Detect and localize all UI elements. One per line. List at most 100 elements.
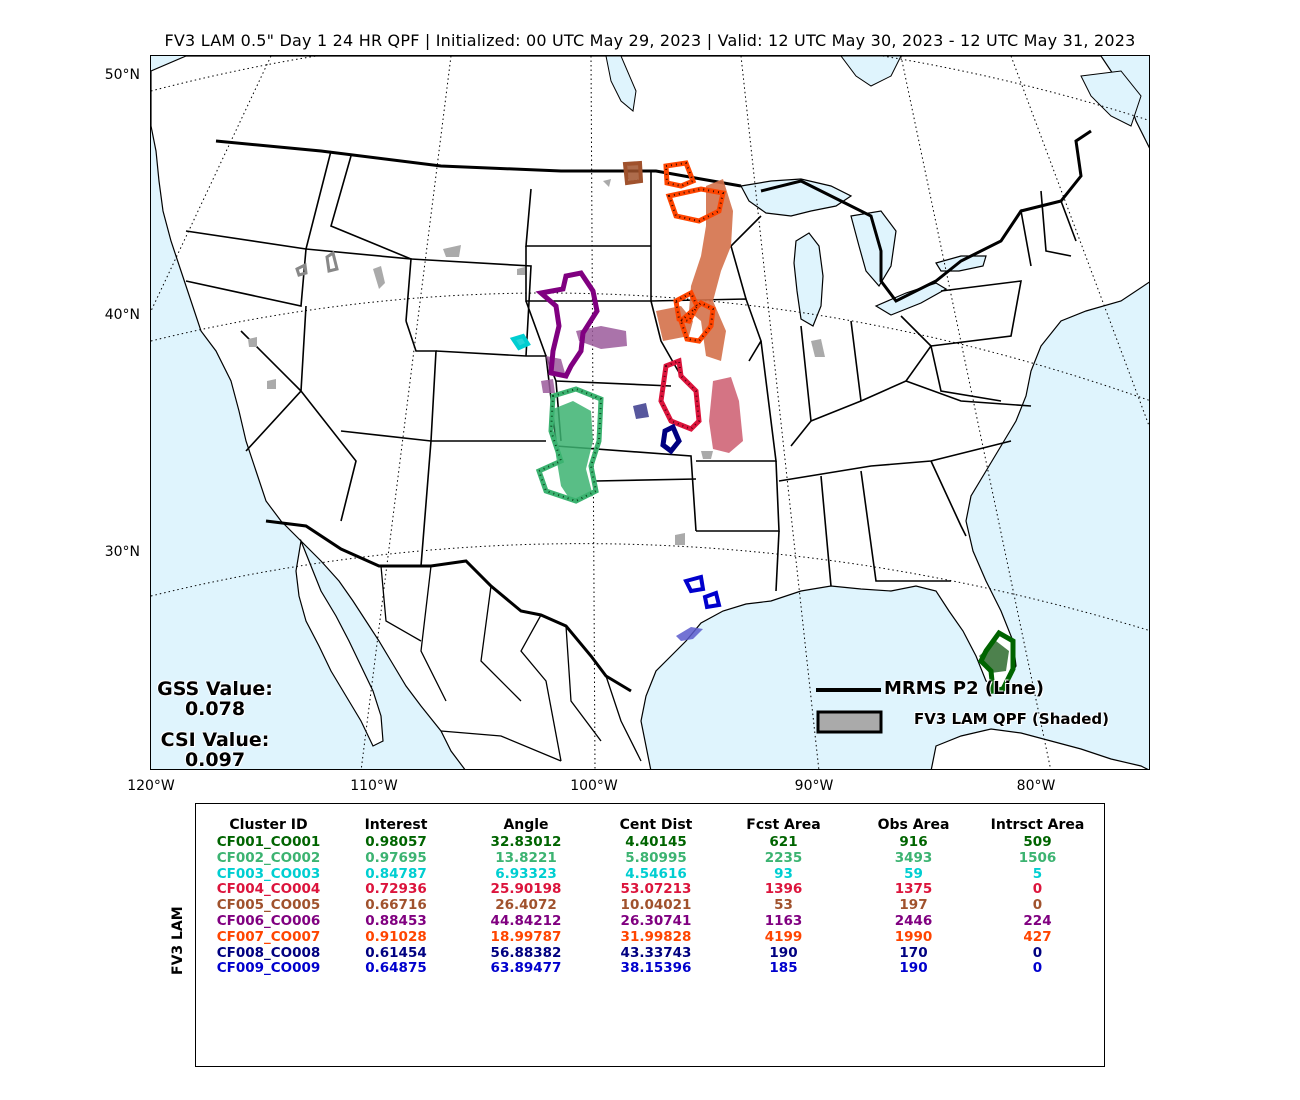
table-row: CF009_CO009 0.64875 63.89477 38.15396 185 190… bbox=[196, 961, 1104, 977]
hudson-bay-edge bbox=[840, 56, 902, 87]
cell-obs-area: 170 bbox=[899, 944, 928, 961]
cluster-cf008 bbox=[633, 403, 682, 455]
cell-angle: 25.90198 bbox=[490, 881, 562, 898]
lake-ontario bbox=[935, 255, 987, 272]
cell-interest: 0.64875 bbox=[365, 960, 427, 977]
legend-fcst-label: FV3 LAM QPF (Shaded) bbox=[914, 710, 1110, 728]
lat-label-40n: 40°N bbox=[104, 307, 140, 323]
cell-interest: 0.98057 bbox=[365, 834, 427, 850]
cell-intrsct-area: 5 bbox=[1032, 865, 1043, 882]
lake-erie bbox=[874, 282, 948, 316]
csi-label: CSI Value: bbox=[160, 729, 270, 751]
cell-fcst-area: 1163 bbox=[764, 912, 803, 929]
cluster-cf007 bbox=[656, 160, 733, 361]
legend-fcst-swatch-icon bbox=[816, 710, 883, 734]
cell-cluster-id: CF001_CO001 bbox=[216, 834, 321, 850]
map-panel bbox=[150, 55, 1150, 770]
gss-label: GSS Value: bbox=[157, 678, 273, 700]
cell-fcst-area: 1396 bbox=[764, 881, 803, 898]
table-row: CF008_CO008 0.61454 56.88382 43.33743 190 170… bbox=[196, 944, 1104, 962]
cluster-cf006 bbox=[535, 270, 627, 393]
col-header-obs-area: Obs Area bbox=[877, 817, 950, 833]
cell-cent-dist: 4.54616 bbox=[625, 865, 687, 882]
baja-peninsula bbox=[295, 538, 384, 747]
lat-label-50n: 50°N bbox=[104, 67, 140, 83]
table-row: CF004_CO004 0.72936 25.90198 53.07213 1396 13… bbox=[196, 882, 1104, 898]
cluster-cf002 bbox=[535, 386, 604, 504]
col-header-intrsct-area: Intrsct Area bbox=[990, 817, 1085, 833]
col-header-fcst-area: Fcst Area bbox=[746, 817, 821, 833]
col-header-angle: Angle bbox=[503, 817, 549, 833]
cell-angle: 13.8221 bbox=[495, 849, 557, 866]
cell-cluster-id: CF002_CO002 bbox=[216, 849, 321, 866]
cell-intrsct-area: 1506 bbox=[1018, 849, 1057, 866]
cell-angle: 44.84212 bbox=[490, 912, 562, 929]
table-row: CF007_CO007 0.91028 18.99787 31.99828 4199 19… bbox=[196, 928, 1104, 946]
land-mass bbox=[151, 56, 1149, 769]
cell-angle: 32.83012 bbox=[490, 834, 562, 850]
cell-obs-area: 3493 bbox=[894, 849, 933, 866]
cell-angle: 63.89477 bbox=[490, 960, 562, 977]
cell-cluster-id: CF006_CO006 bbox=[216, 912, 321, 929]
cluster-cf001 bbox=[977, 629, 1016, 694]
col-header-cent-dist: Cent Dist bbox=[619, 817, 693, 833]
graticule bbox=[151, 56, 1149, 769]
model-label: FV3 LAM bbox=[170, 906, 186, 975]
cell-cent-dist: 43.33743 bbox=[620, 944, 692, 961]
table-row: CF001_CO001 0.98057 32.83012 4.40145 621 916 5… bbox=[196, 834, 1104, 851]
cell-cent-dist: 31.99828 bbox=[620, 928, 692, 945]
csi-value: 0.097 bbox=[184, 749, 246, 771]
cell-cluster-id: CF003_CO003 bbox=[216, 865, 321, 882]
figure-title: FV3 LAM 0.5" Day 1 24 HR QPF | Initializ… bbox=[164, 31, 1136, 50]
object-stats-table: Cluster ID Interest Angle Cent Dist Fcst… bbox=[195, 803, 1105, 1067]
lon-label-90w: 90°W bbox=[794, 778, 834, 794]
cell-angle: 56.88382 bbox=[490, 944, 562, 961]
cell-angle: 26.4072 bbox=[495, 897, 557, 914]
cell-intrsct-area: 0 bbox=[1032, 944, 1043, 961]
cell-fcst-area: 2235 bbox=[764, 849, 803, 866]
cell-cluster-id: CF005_CO005 bbox=[216, 897, 321, 914]
us-canada-border bbox=[215, 129, 1092, 303]
legend-obs-label: MRMS P2 (Line) bbox=[884, 678, 1045, 699]
cuba-island bbox=[930, 728, 1149, 769]
cell-obs-area: 2446 bbox=[894, 912, 933, 929]
table-row: CF002_CO002 0.97695 13.8221 5.80995 2235 3493… bbox=[196, 849, 1104, 867]
cell-interest: 0.84787 bbox=[365, 865, 427, 882]
table-row: CF006_CO006 0.88453 44.84212 26.30741 1163 24… bbox=[196, 912, 1104, 930]
cell-fcst-area: 185 bbox=[769, 960, 798, 977]
unmatched-fcst-objects bbox=[248, 179, 825, 545]
stats-table: Cluster ID Interest Angle Cent Dist Fcst… bbox=[196, 815, 1104, 977]
lake-huron bbox=[850, 210, 897, 288]
cell-cent-dist: 10.04021 bbox=[620, 897, 692, 914]
map-canvas bbox=[151, 56, 1149, 769]
table-body: CF001_CO001 0.98057 32.83012 4.40145 621 916 5… bbox=[196, 834, 1104, 977]
cluster-cf003 bbox=[509, 333, 531, 351]
table-row: CF005_CO005 0.66716 26.4072 10.04021 53 197 0 bbox=[196, 897, 1104, 914]
cell-obs-area: 197 bbox=[899, 897, 928, 914]
cell-fcst-area: 53 bbox=[774, 897, 793, 914]
cell-cent-dist: 53.07213 bbox=[620, 881, 692, 898]
cell-interest: 0.88453 bbox=[365, 912, 427, 929]
col-header-interest: Interest bbox=[364, 817, 428, 833]
lon-label-80w: 80°W bbox=[1016, 778, 1056, 794]
cell-interest: 0.66716 bbox=[365, 897, 427, 914]
cell-cent-dist: 26.30741 bbox=[620, 912, 692, 929]
lon-label-110w: 110°W bbox=[350, 778, 398, 794]
cell-obs-area: 1375 bbox=[894, 881, 933, 898]
cell-interest: 0.97695 bbox=[365, 849, 427, 866]
cell-cluster-id: CF004_CO004 bbox=[216, 881, 321, 898]
cell-angle: 6.93323 bbox=[495, 865, 557, 882]
cell-intrsct-area: 0 bbox=[1032, 960, 1043, 977]
cell-interest: 0.61454 bbox=[365, 944, 427, 961]
table-header-row: Cluster ID Interest Angle Cent Dist Fcst… bbox=[196, 815, 1104, 835]
cell-interest: 0.72936 bbox=[365, 881, 427, 898]
cell-obs-area: 59 bbox=[904, 865, 923, 882]
cell-intrsct-area: 224 bbox=[1023, 912, 1052, 929]
cell-cent-dist: 4.40145 bbox=[625, 834, 687, 850]
cell-interest: 0.91028 bbox=[365, 928, 427, 945]
cluster-cf004 bbox=[658, 357, 743, 453]
lat-label-30n: 30°N bbox=[104, 544, 140, 560]
gulf-st-lawrence bbox=[1080, 70, 1142, 127]
gss-value: 0.078 bbox=[184, 698, 246, 720]
lake-winnipeg bbox=[605, 56, 637, 112]
